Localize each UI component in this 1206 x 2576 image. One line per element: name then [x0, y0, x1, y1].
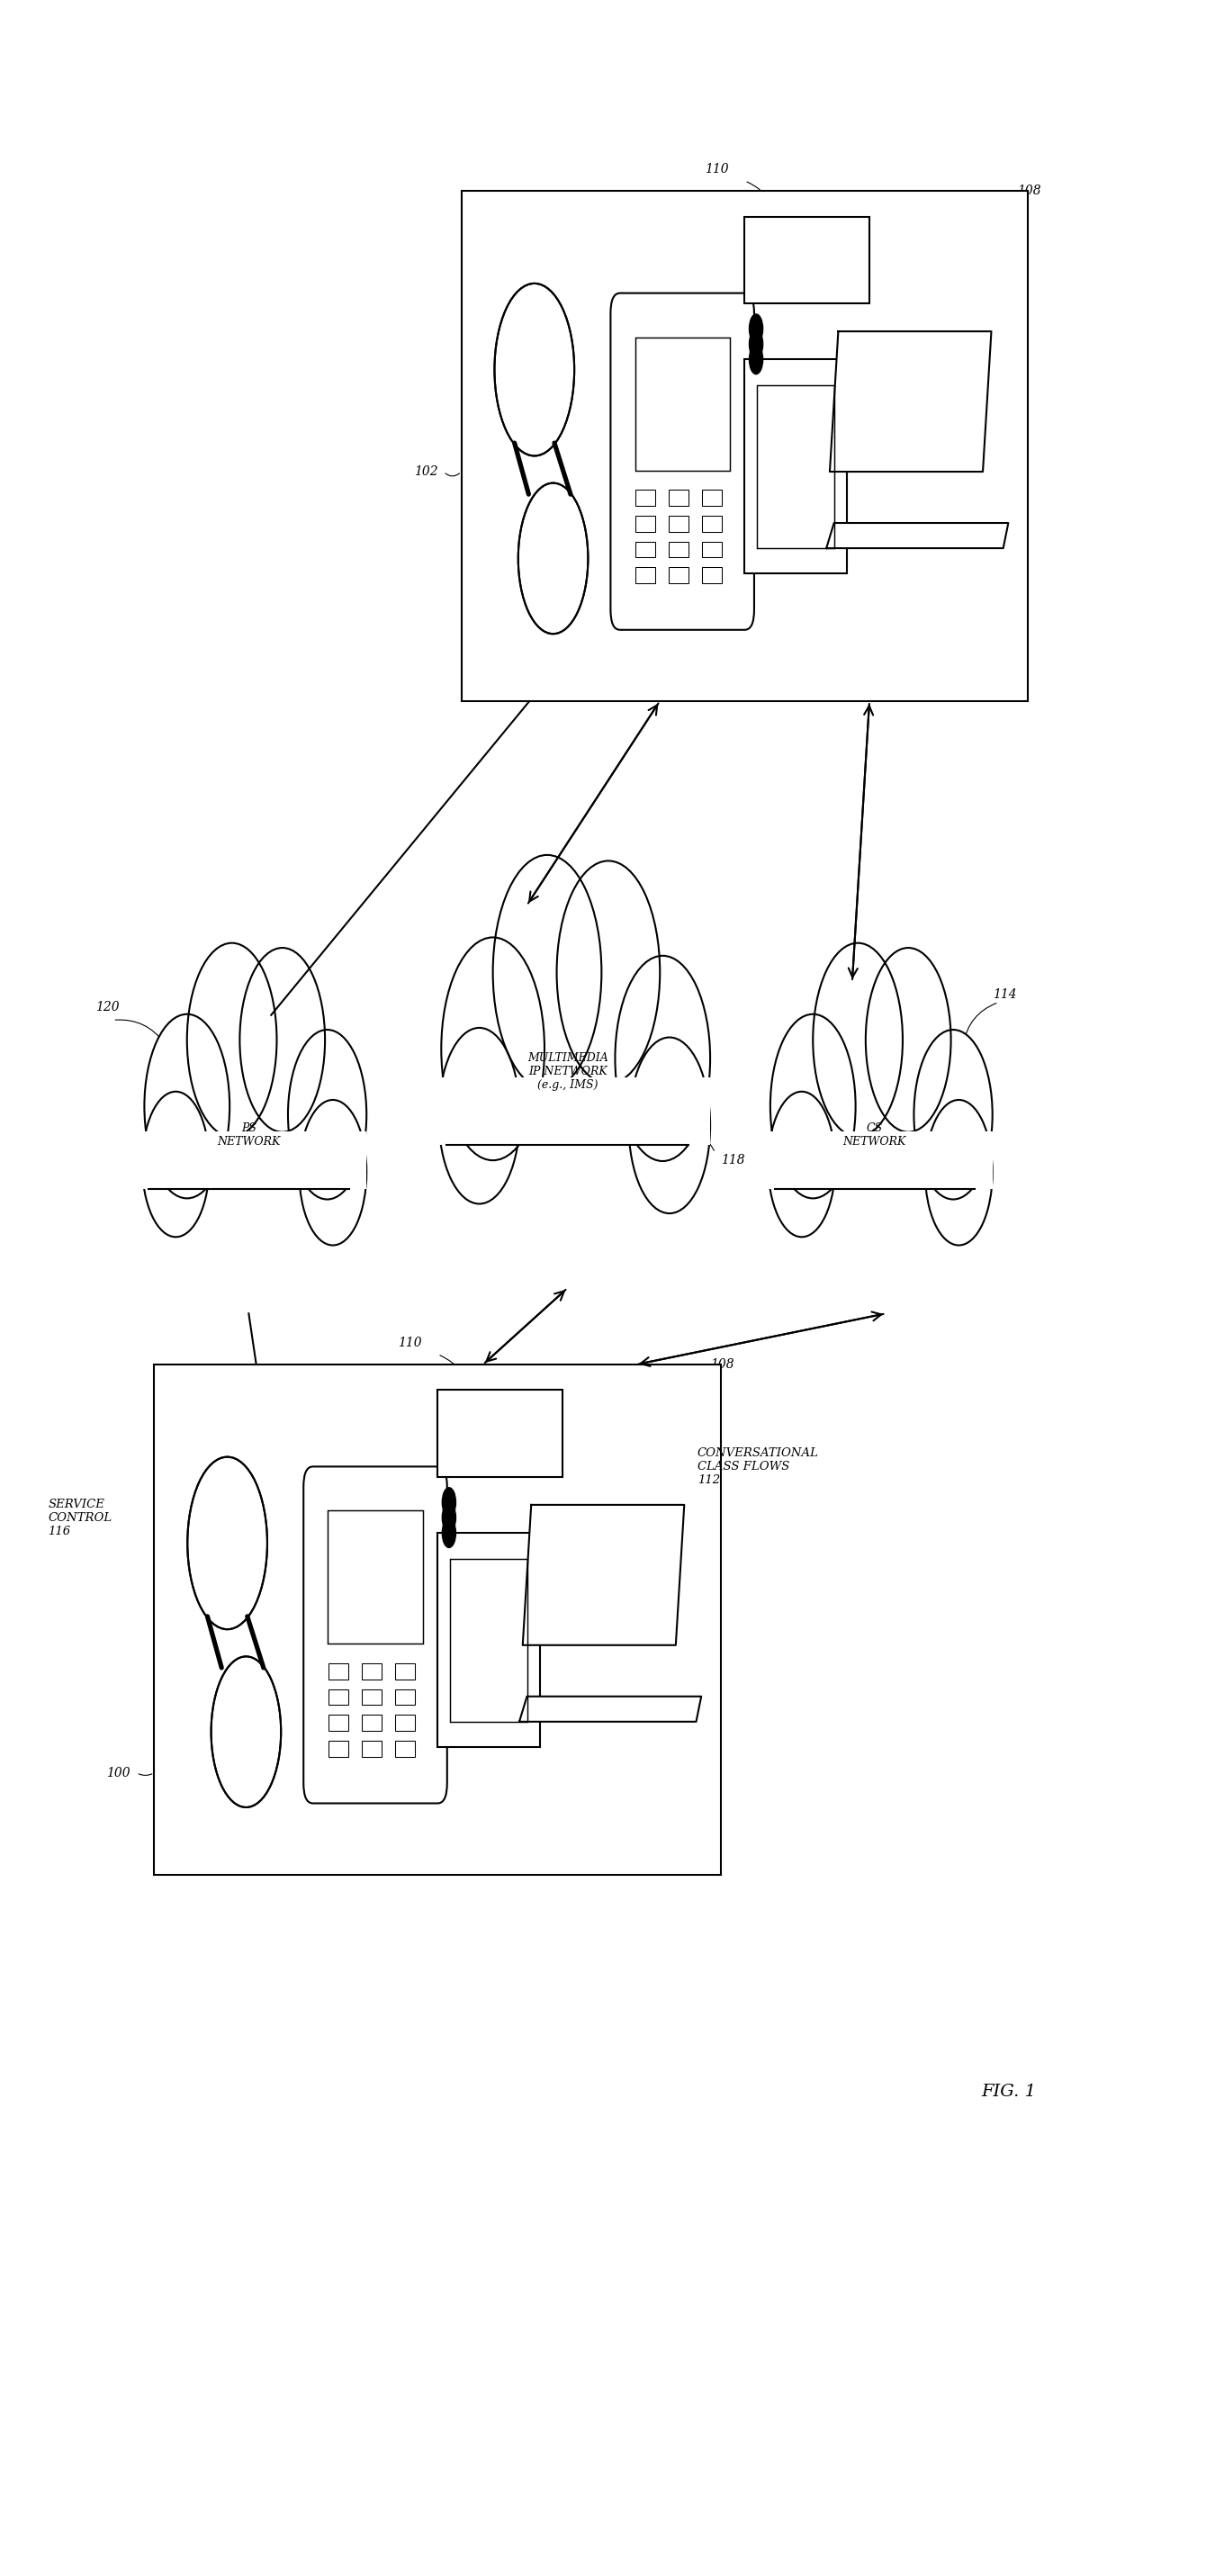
- Bar: [668, 567, 689, 582]
- Polygon shape: [826, 523, 1008, 549]
- Circle shape: [771, 1015, 855, 1198]
- Circle shape: [240, 948, 324, 1131]
- Bar: [636, 515, 655, 531]
- Bar: [668, 541, 689, 556]
- Text: 104: 104: [165, 1793, 189, 1806]
- Bar: [328, 1664, 349, 1680]
- Text: 106: 106: [551, 363, 574, 376]
- Text: MULTIMEDIA
IP NETWORK
(e.g., IMS): MULTIMEDIA IP NETWORK (e.g., IMS): [527, 1051, 608, 1090]
- Polygon shape: [520, 1698, 701, 1721]
- Bar: [425, 1077, 710, 1144]
- Bar: [438, 1391, 562, 1476]
- Circle shape: [493, 855, 602, 1090]
- Text: CONVERSATIONAL
CLASS FLOWS
112: CONVERSATIONAL CLASS FLOWS 112: [697, 1448, 819, 1486]
- FancyBboxPatch shape: [610, 294, 754, 631]
- Bar: [425, 1082, 710, 1157]
- Circle shape: [749, 314, 763, 343]
- Circle shape: [494, 283, 574, 456]
- Bar: [438, 1533, 540, 1747]
- Circle shape: [749, 345, 763, 374]
- Circle shape: [443, 1502, 456, 1533]
- Circle shape: [187, 943, 276, 1136]
- Circle shape: [866, 948, 950, 1131]
- Bar: [668, 489, 689, 505]
- Circle shape: [443, 1486, 456, 1517]
- Text: 106: 106: [244, 1538, 268, 1548]
- Bar: [636, 567, 655, 582]
- Bar: [362, 1716, 381, 1731]
- Bar: [636, 337, 730, 471]
- Bar: [328, 1690, 349, 1705]
- Bar: [702, 489, 722, 505]
- Circle shape: [439, 1028, 520, 1203]
- Text: SERVICE
CONTROL
116: SERVICE CONTROL 116: [48, 1499, 112, 1538]
- Circle shape: [557, 860, 660, 1084]
- Text: 108: 108: [1017, 185, 1041, 198]
- Text: 108: 108: [710, 1358, 733, 1370]
- Bar: [131, 1131, 367, 1190]
- Circle shape: [749, 330, 763, 358]
- Text: 110: 110: [398, 1337, 422, 1350]
- Circle shape: [145, 1015, 229, 1198]
- Text: 104: 104: [473, 618, 497, 631]
- Bar: [394, 1716, 415, 1731]
- Circle shape: [813, 943, 902, 1136]
- Circle shape: [914, 1030, 993, 1200]
- Circle shape: [768, 1092, 836, 1236]
- Text: 120: 120: [95, 1002, 119, 1015]
- Circle shape: [142, 1092, 210, 1236]
- Circle shape: [211, 1656, 281, 1808]
- Polygon shape: [522, 1504, 684, 1646]
- Bar: [394, 1690, 415, 1705]
- Bar: [450, 1558, 527, 1721]
- Text: FIG. 1: FIG. 1: [980, 2084, 1036, 2099]
- Circle shape: [288, 1030, 367, 1200]
- Text: 102: 102: [414, 466, 438, 479]
- Bar: [757, 386, 835, 549]
- Text: 118: 118: [721, 1154, 745, 1167]
- Circle shape: [519, 482, 589, 634]
- Bar: [702, 515, 722, 531]
- Text: CS
NETWORK: CS NETWORK: [843, 1123, 906, 1146]
- Circle shape: [187, 1458, 268, 1628]
- Circle shape: [628, 1038, 710, 1213]
- Text: 100: 100: [106, 1767, 130, 1780]
- Circle shape: [299, 1100, 367, 1244]
- Text: 114: 114: [993, 989, 1017, 1002]
- Polygon shape: [830, 332, 991, 471]
- Bar: [328, 1510, 422, 1643]
- Text: PS
NETWORK: PS NETWORK: [217, 1123, 280, 1146]
- Bar: [394, 1741, 415, 1757]
- Bar: [362, 1664, 381, 1680]
- Bar: [328, 1716, 349, 1731]
- Bar: [328, 1741, 349, 1757]
- Text: 110: 110: [706, 162, 728, 175]
- Bar: [461, 191, 1029, 701]
- Bar: [394, 1664, 415, 1680]
- FancyBboxPatch shape: [304, 1466, 447, 1803]
- Circle shape: [443, 1517, 456, 1548]
- Circle shape: [925, 1100, 993, 1244]
- Bar: [636, 541, 655, 556]
- Bar: [745, 361, 847, 574]
- Bar: [362, 1741, 381, 1757]
- Bar: [362, 1690, 381, 1705]
- Bar: [131, 1136, 367, 1203]
- Bar: [745, 216, 870, 304]
- Bar: [636, 489, 655, 505]
- Bar: [757, 1131, 993, 1190]
- Bar: [668, 515, 689, 531]
- Bar: [154, 1365, 721, 1875]
- Circle shape: [615, 956, 710, 1162]
- Bar: [702, 567, 722, 582]
- Bar: [702, 541, 722, 556]
- Circle shape: [441, 938, 544, 1159]
- Bar: [757, 1136, 993, 1203]
